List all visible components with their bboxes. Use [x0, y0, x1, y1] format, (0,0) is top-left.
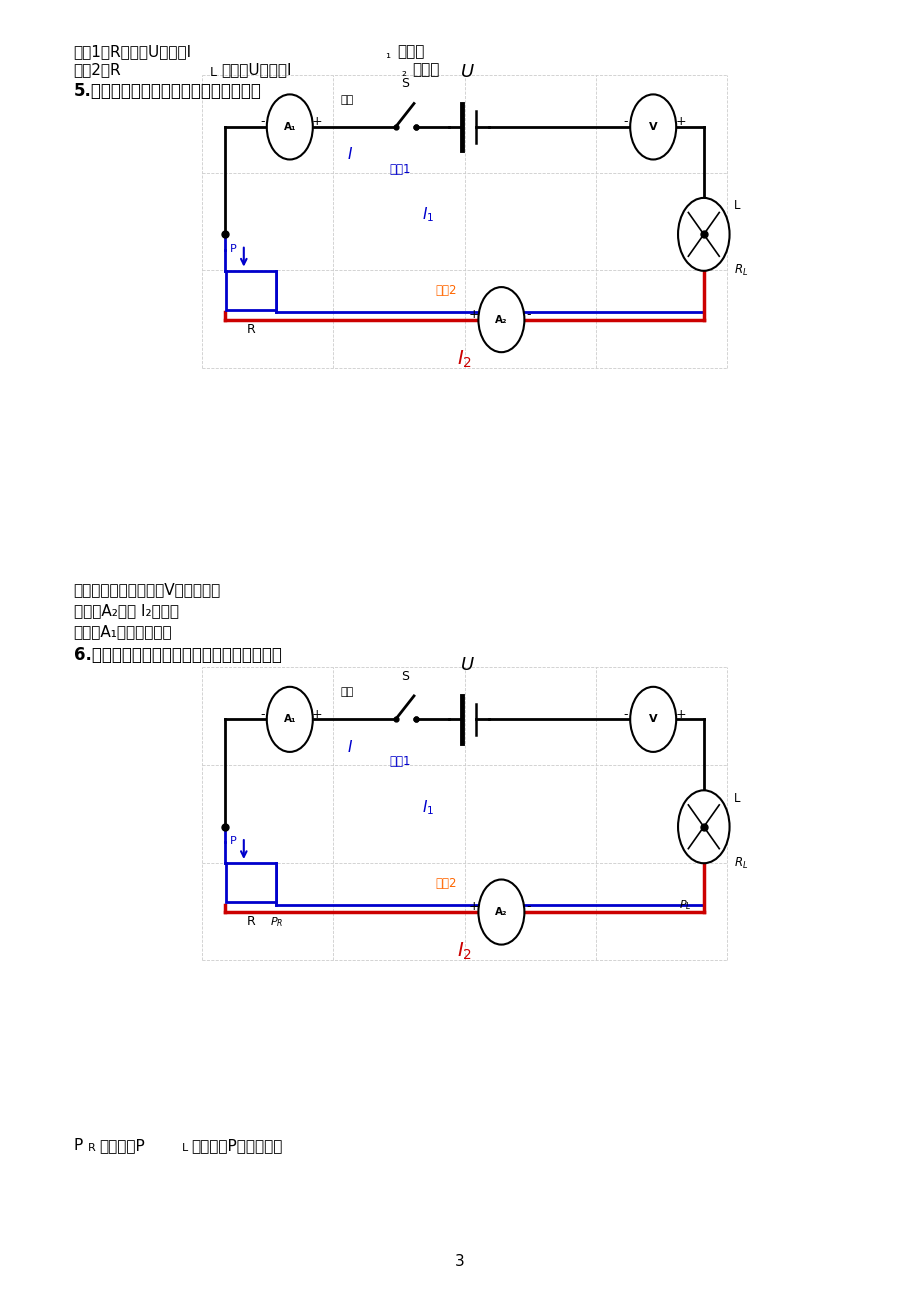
Text: $P_R$: $P_R$ — [269, 915, 283, 930]
Text: +: + — [468, 901, 479, 913]
Bar — [226, 863, 277, 902]
Text: $R_L$: $R_L$ — [733, 855, 748, 871]
Circle shape — [267, 687, 312, 751]
Text: 电流表A₂示数 I₂不变。: 电流表A₂示数 I₂不变。 — [74, 603, 178, 618]
Text: 减小。: 减小。 — [397, 44, 425, 60]
Text: -: - — [260, 708, 264, 720]
Text: 干路: 干路 — [340, 687, 354, 698]
Text: $I$: $I$ — [346, 147, 353, 163]
Text: 支路1: 支路1 — [389, 755, 411, 768]
Text: R: R — [246, 915, 255, 928]
Text: ，不变。P总，减小。: ，不变。P总，减小。 — [191, 1138, 282, 1154]
Circle shape — [630, 95, 675, 159]
Text: 电源电压不变，电压表V示数不变。: 电源电压不变，电压表V示数不变。 — [74, 582, 221, 598]
Text: S: S — [401, 78, 408, 91]
Text: 支路2: 支路2 — [435, 285, 457, 297]
Text: V: V — [648, 122, 657, 132]
Text: S: S — [401, 671, 408, 682]
Text: -: - — [527, 901, 530, 913]
Circle shape — [267, 95, 312, 159]
Text: $I_2$: $I_2$ — [457, 349, 471, 370]
Text: $P_L$: $P_L$ — [678, 898, 691, 913]
Text: 6.滑片向右移动后，电路各部分功率变化分析: 6.滑片向右移动后，电路各部分功率变化分析 — [74, 646, 281, 664]
Text: 不变。: 不变。 — [412, 62, 439, 78]
Text: A₁: A₁ — [283, 122, 296, 132]
Text: 支路1: 支路1 — [389, 163, 411, 176]
Text: R: R — [87, 1143, 95, 1154]
Circle shape — [478, 288, 524, 353]
Text: A₂: A₂ — [494, 907, 507, 917]
Text: ，减小。P: ，减小。P — [99, 1138, 145, 1154]
Text: ₂: ₂ — [401, 66, 405, 79]
Text: 不变，U不变，I: 不变，U不变，I — [221, 62, 291, 78]
Text: V: V — [648, 715, 657, 724]
Text: -: - — [623, 116, 627, 128]
Text: L: L — [210, 66, 217, 79]
Text: 支路2: 支路2 — [435, 878, 457, 889]
Circle shape — [630, 687, 675, 751]
Text: +: + — [468, 309, 479, 320]
Text: $I_1$: $I_1$ — [421, 798, 434, 816]
Text: 5.滑片向右移动后，各电表示数变化分析: 5.滑片向右移动后，各电表示数变化分析 — [74, 82, 261, 100]
Text: -: - — [527, 309, 530, 320]
Text: $U$: $U$ — [460, 64, 474, 81]
Text: 3: 3 — [455, 1254, 464, 1269]
Text: P: P — [229, 836, 236, 846]
Text: 电流表A₁示数，减小。: 电流表A₁示数，减小。 — [74, 624, 172, 639]
Text: R: R — [246, 323, 255, 336]
Circle shape — [677, 790, 729, 863]
Text: L: L — [733, 199, 740, 212]
Text: $I$: $I$ — [346, 740, 353, 755]
Text: +: + — [675, 708, 686, 720]
Text: P: P — [229, 243, 236, 254]
Text: $U$: $U$ — [460, 656, 474, 674]
Text: A₁: A₁ — [283, 715, 296, 724]
Circle shape — [478, 880, 524, 945]
Text: +: + — [312, 708, 323, 720]
Text: 支路2：R: 支路2：R — [74, 62, 121, 78]
Text: 支路1：R增大，U不变，I: 支路1：R增大，U不变，I — [74, 44, 191, 60]
Text: $I_1$: $I_1$ — [421, 206, 434, 224]
Text: +: + — [312, 116, 323, 128]
Text: +: + — [675, 116, 686, 128]
Text: L: L — [733, 792, 740, 805]
Text: -: - — [260, 116, 264, 128]
Text: ₁: ₁ — [385, 48, 390, 61]
Circle shape — [677, 198, 729, 271]
Bar — [226, 271, 277, 310]
Text: A₂: A₂ — [494, 315, 507, 324]
Text: $R_L$: $R_L$ — [733, 263, 748, 279]
Text: L: L — [182, 1143, 188, 1154]
Text: -: - — [623, 708, 627, 720]
Text: $I_2$: $I_2$ — [457, 940, 471, 962]
Text: P: P — [74, 1138, 83, 1154]
Text: 干路: 干路 — [340, 95, 354, 104]
